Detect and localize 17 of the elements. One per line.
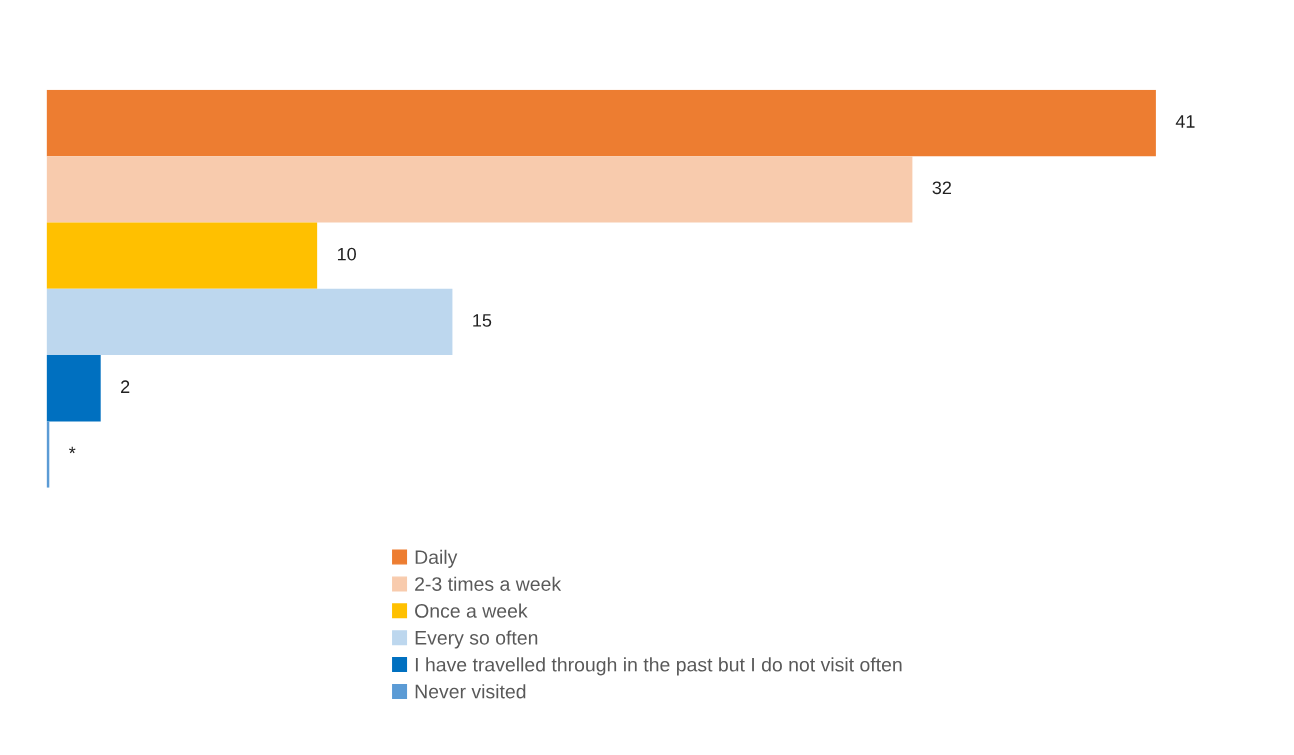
legend-label: Never visited	[415, 684, 526, 699]
legend-label: 2-3 times a week	[415, 576, 562, 591]
data-label: 2	[121, 380, 130, 393]
bar	[46, 355, 101, 422]
legend-label: I have travelled through in the past but I do not visit often	[415, 657, 902, 676]
legend-label: Once a week	[415, 603, 528, 618]
legend-label: Daily	[415, 549, 458, 568]
bar	[46, 288, 453, 356]
data-label: 32	[932, 181, 952, 195]
bar	[46, 89, 1156, 157]
data-label: 10	[337, 247, 356, 261]
data-label: 15	[473, 314, 492, 327]
data-label: *	[69, 446, 76, 454]
bar	[46, 222, 318, 289]
data-label: 41	[1175, 115, 1195, 128]
legend-label: Every so often	[415, 630, 538, 649]
bar	[46, 156, 913, 223]
